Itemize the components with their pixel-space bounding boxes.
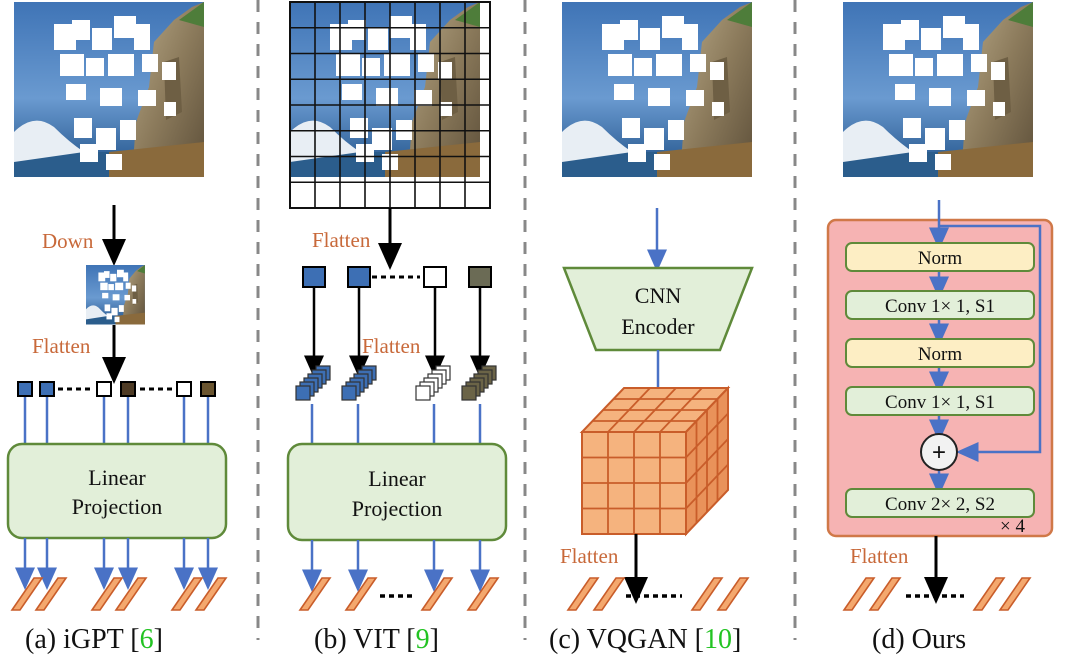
down-label: Down: [42, 229, 94, 253]
caption-d: (d) Ours: [872, 624, 966, 655]
panel-a-igpt: Down Flatten Linear Projection: [6, 2, 228, 655]
flattened-patch-stacks: [295, 365, 497, 401]
masked-input-image: [843, 2, 1033, 177]
norm-label-2: Norm: [918, 344, 963, 365]
pixel-token-row: [17, 381, 216, 397]
cnn-encoder-block: [562, 266, 754, 352]
projection-output-arrows: [302, 540, 490, 592]
caption-c: (c) VQGAN [10]: [549, 624, 741, 655]
flatten-label: Flatten: [32, 334, 91, 358]
linear-projection-line1: Linear: [368, 466, 426, 491]
norm-label-1: Norm: [918, 248, 963, 269]
patch-slice: [415, 385, 431, 401]
patch-grid: [290, 2, 490, 208]
panel-d-ours: Norm Conv 1× 1, S1 Norm Conv 1× 1, S1 + …: [826, 2, 1054, 655]
residual-add-node: [920, 433, 958, 471]
panel-dividers: [256, 0, 797, 640]
encoder-line2: Encoder: [621, 314, 695, 339]
output-token-row: [567, 577, 749, 611]
ref-10: 10: [704, 624, 732, 655]
cube-grid-lines: [582, 387, 729, 534]
token-to-projection-links: [23, 397, 210, 444]
conv-label-1: Conv 1× 1, S1: [885, 296, 995, 317]
output-token-row: [299, 577, 499, 611]
conv-label-2: Conv 1× 1, S1: [885, 392, 995, 413]
conv-layer-1: [845, 290, 1035, 320]
linear-projection-box: [286, 442, 508, 542]
downsampled-image: [86, 265, 145, 325]
masked-input-image: [562, 2, 752, 177]
conv-label-3: Conv 2× 2, S2: [885, 494, 995, 515]
encoder-line1: CNN: [635, 283, 682, 308]
caption-a: (a) iGPT [6]: [25, 624, 163, 655]
ref-6: 6: [140, 624, 154, 655]
patch-slice: [295, 385, 311, 401]
output-token-row: [11, 577, 227, 611]
output-token-row: [843, 577, 1031, 611]
norm-layer-1: [845, 242, 1035, 272]
conv-layer-3: [845, 488, 1035, 518]
panel-c-vqgan: CNN Encoder Flatten (c) VQGAN [10]: [549, 2, 754, 655]
caption-b: (b) VIT [9]: [314, 624, 439, 655]
linear-projection-line1: Linear: [88, 465, 146, 490]
flatten-label: Flatten: [560, 544, 619, 568]
ref-9: 9: [416, 624, 430, 655]
flatten-top-label: Flatten: [312, 228, 371, 252]
conv-layer-2: [845, 386, 1035, 416]
linear-projection-line2: Projection: [352, 496, 442, 521]
plus-symbol: +: [932, 439, 946, 466]
panel-b-vit: Flatten Flatten Linear Projection: [286, 1, 508, 655]
projection-output-arrows: [15, 538, 218, 590]
patch-slice: [461, 385, 477, 401]
block-flow-arrows: [929, 200, 1042, 496]
repeat-label: × 4: [1000, 516, 1025, 537]
linear-projection-line2: Projection: [72, 494, 162, 519]
flatten-mid-label: Flatten: [362, 334, 421, 358]
patch-slice: [341, 385, 357, 401]
stack-to-projection-links: [310, 404, 482, 444]
linear-projection-box: [6, 442, 228, 540]
patch-token-row: [302, 266, 492, 288]
patch-flatten-arrows: [304, 287, 490, 378]
flatten-label: Flatten: [850, 544, 909, 568]
masked-input-image: [14, 2, 204, 177]
norm-layer-2: [845, 338, 1035, 368]
